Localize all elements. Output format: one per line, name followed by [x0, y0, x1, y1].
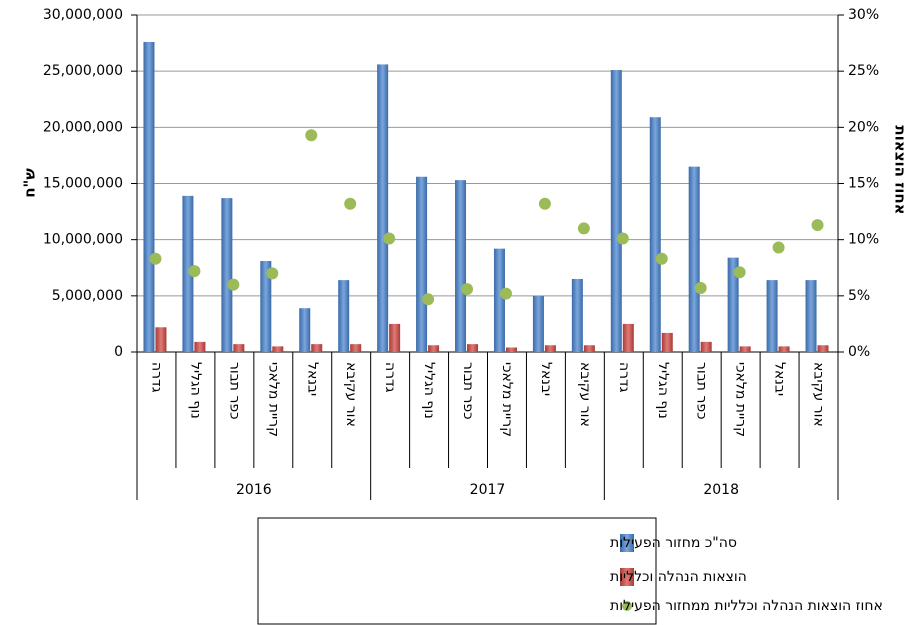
dot [577, 222, 590, 235]
group-label: 2017 [470, 482, 506, 498]
dot [811, 219, 824, 232]
dot [305, 129, 318, 142]
bar [571, 278, 583, 352]
bar [455, 180, 467, 352]
dot [733, 266, 746, 279]
bar [505, 347, 517, 352]
bar [805, 280, 817, 352]
y2-tick-label: 5% [848, 288, 870, 304]
dot [538, 197, 551, 210]
x-tick-label: יבנאל [538, 362, 554, 396]
x-tick-label: קריית מלאכי [265, 362, 281, 437]
bar [221, 198, 233, 352]
x-tick-label: יבנאל [772, 362, 788, 396]
y-tick-label: 10,000,000 [43, 232, 123, 248]
y2-tick-label: 20% [848, 119, 879, 135]
dot [383, 232, 396, 245]
dot [616, 232, 629, 245]
dot [344, 197, 357, 210]
x-tick-label: אור עקיבא [577, 362, 593, 427]
bar [583, 345, 595, 352]
legend-label: סה"כ מחזור הפעילות [610, 535, 737, 551]
dot [422, 293, 435, 306]
x-tick-label: גדרה [616, 362, 632, 393]
bar [299, 308, 311, 352]
dot [188, 265, 201, 278]
group-label: 2018 [703, 482, 739, 498]
x-tick-label: נוף הגליל [421, 362, 437, 419]
bar [817, 345, 829, 352]
bar [272, 346, 284, 352]
legend-label: הוצאות הנהלה וכלליות [610, 569, 747, 585]
bar [338, 280, 350, 352]
x-tick-label: גדרה [148, 362, 164, 393]
bar [311, 344, 323, 352]
dot [266, 267, 279, 280]
legend-box [257, 517, 657, 625]
bar [194, 341, 206, 352]
bar [700, 341, 712, 352]
bar [661, 332, 673, 352]
x-tick-label: נוף הגליל [187, 362, 203, 419]
bar [260, 261, 272, 352]
bar [622, 323, 634, 352]
legend-swatch [622, 601, 632, 611]
dot [655, 252, 668, 265]
y2-axis-title: אחוז הוצאות [892, 125, 910, 214]
bar [389, 323, 401, 352]
x-tick-label: קריית מלאכי [733, 362, 749, 437]
legend-swatch [620, 534, 634, 552]
x-tick-label: יבנאל [304, 362, 320, 396]
y-tick-label: 20,000,000 [43, 119, 123, 135]
y2-tick-label: 0% [848, 344, 870, 360]
y2-tick-label: 10% [848, 232, 879, 248]
bar [727, 257, 739, 352]
x-tick-label: אור עקיבא [343, 362, 359, 427]
dot [499, 287, 512, 300]
x-tick-label: נוף הגליל [655, 362, 671, 419]
bar [688, 166, 700, 352]
x-tick-label: קריית מלאכי [499, 362, 515, 437]
bar [428, 345, 440, 352]
y-tick-label: 30,000,000 [43, 7, 123, 23]
y-tick-label: 15,000,000 [43, 176, 123, 192]
x-tick-label: אור עקיבא [811, 362, 827, 427]
legend-label: אחוז הוצאות הנהלה וכלליות ממחזור הפעילות [610, 598, 883, 614]
y2-tick-label: 25% [848, 63, 879, 79]
group-label: 2016 [236, 482, 272, 498]
y-tick-label: 25,000,000 [43, 63, 123, 79]
bar [649, 117, 661, 353]
x-tick-label: כפר תבור [460, 362, 476, 420]
bar [544, 345, 556, 352]
bar [610, 70, 622, 352]
bar [766, 280, 778, 352]
dot [149, 252, 162, 265]
bar [493, 248, 505, 352]
bar [350, 344, 362, 352]
y-axis-title: ש"ח [21, 168, 39, 198]
dot [772, 241, 785, 254]
x-tick-label: גדרה [382, 362, 398, 393]
bar [467, 344, 479, 352]
bar [155, 327, 167, 352]
x-tick-label: כפר תבור [694, 362, 710, 420]
y2-tick-label: 15% [848, 176, 879, 192]
bar [143, 41, 155, 353]
bar [416, 176, 428, 352]
bar [233, 344, 245, 352]
bar [377, 64, 389, 352]
bar [778, 346, 790, 352]
dot [694, 281, 707, 294]
dot [227, 278, 240, 291]
bar [532, 295, 544, 352]
bar [182, 195, 194, 352]
y2-tick-label: 30% [848, 7, 879, 23]
legend-swatch [620, 568, 634, 586]
dot [461, 283, 474, 296]
x-tick-label: כפר תבור [226, 362, 242, 420]
y-tick-label: 5,000,000 [52, 288, 123, 304]
y-tick-label: 0 [114, 344, 123, 360]
bar [739, 346, 751, 352]
